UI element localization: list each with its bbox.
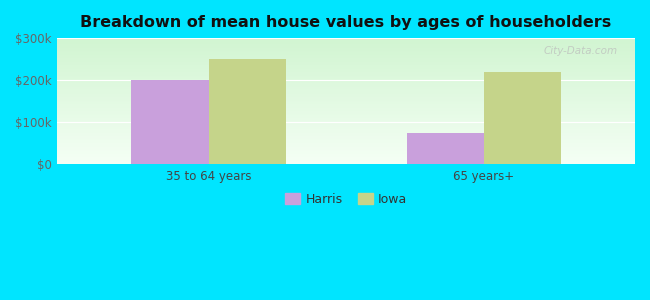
- Bar: [209, 59, 285, 164]
- Title: Breakdown of mean house values by ages of householders: Breakdown of mean house values by ages o…: [81, 15, 612, 30]
- Bar: [131, 80, 209, 164]
- Bar: [407, 133, 484, 164]
- Legend: Harris, Iowa: Harris, Iowa: [280, 188, 412, 211]
- Text: City-Data.com: City-Data.com: [543, 46, 618, 56]
- Bar: [484, 72, 561, 164]
